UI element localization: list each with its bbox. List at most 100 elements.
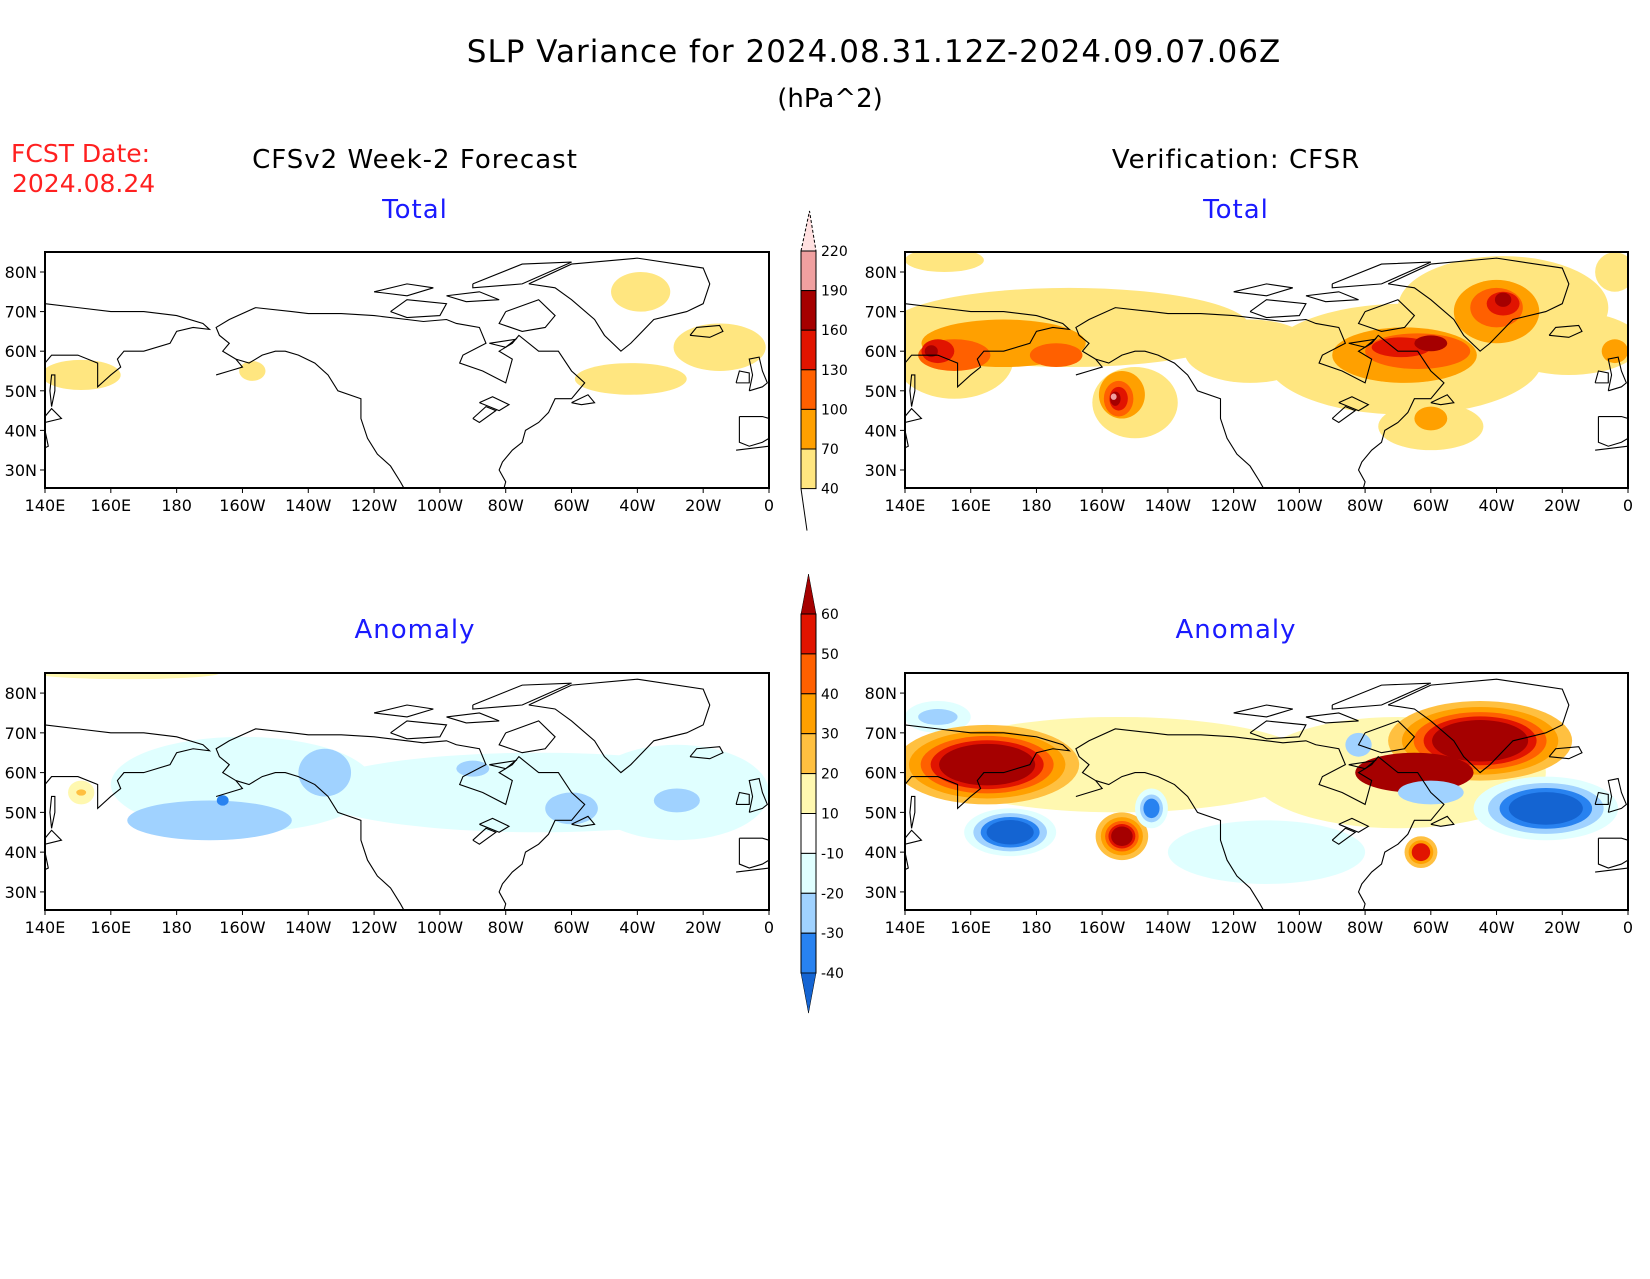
panel-label-forecast-total: Total	[381, 195, 448, 225]
coastline	[479, 817, 511, 833]
lon-tick-label: 140E	[885, 918, 926, 937]
map-verification-anomaly: 80N 70N 60N 50N 40N 30N 140E 160E 180 160W 140W 120…	[865, 672, 1633, 937]
colorbar-label: 130	[821, 363, 848, 379]
coastline	[489, 338, 518, 348]
coastline	[1075, 728, 1445, 910]
coastline	[390, 299, 448, 319]
coastline	[45, 852, 49, 871]
shaded-contour	[1167, 820, 1366, 884]
lat-tick-label: 60N	[865, 764, 897, 783]
lat-tick-label: 70N	[5, 303, 37, 322]
lon-tick-label: 40W	[1478, 496, 1514, 515]
coastline	[215, 358, 244, 376]
colorbar-label: 40	[821, 687, 839, 703]
coastline	[49, 795, 56, 829]
colorbar-label: 70	[821, 442, 839, 458]
coastline	[45, 829, 63, 845]
coastline	[472, 261, 572, 289]
colorbar-label: -40	[821, 966, 844, 982]
colorbar-label: -10	[821, 846, 844, 862]
lat-tick-label: 30N	[5, 461, 37, 480]
lat-tick-label: 80N	[865, 263, 897, 282]
colorbar-segment	[800, 733, 817, 775]
coastline	[739, 837, 769, 841]
verification-heading: Verification: CFSR	[1112, 145, 1360, 175]
lat-tick-label: 80N	[865, 684, 897, 703]
lat-tick-label: 70N	[865, 303, 897, 322]
lon-tick-label: 160W	[1079, 918, 1126, 937]
coastline	[1357, 720, 1416, 754]
shaded-contour	[1414, 406, 1448, 431]
lon-tick-label: 40W	[619, 496, 655, 515]
map-frame	[904, 672, 1629, 911]
shaded-contour	[1411, 843, 1431, 862]
coastline	[373, 704, 434, 718]
lat-tick-label: 80N	[5, 684, 37, 703]
coastline	[49, 374, 56, 407]
colorbar-label: -30	[821, 926, 844, 942]
coastline	[905, 303, 1071, 389]
coastline	[905, 724, 1071, 810]
lon-tick-label: 160E	[90, 496, 131, 515]
colorbar-label: -20	[821, 886, 844, 902]
shaded-contour	[653, 788, 700, 813]
panel-label-verification-total: Total	[1202, 195, 1269, 225]
coastline	[489, 759, 518, 770]
shaded-contour	[918, 708, 958, 725]
coastline	[1598, 415, 1628, 420]
coastline	[235, 772, 405, 910]
coastline	[472, 682, 572, 710]
coastline	[905, 407, 923, 424]
shaded-contour	[1494, 292, 1512, 307]
coastline	[1075, 780, 1104, 797]
coastline	[446, 291, 500, 303]
coastline	[1597, 416, 1628, 447]
colorbar-label: 60	[821, 607, 839, 623]
lon-tick-label: 140W	[285, 918, 332, 937]
shaded-contour	[1143, 798, 1160, 819]
colorbar-triangle-top	[801, 211, 816, 251]
lon-tick-label: 20W	[685, 918, 721, 937]
shaded-contour	[673, 323, 766, 371]
figure-title: SLP Variance for 2024.08.31.12Z-2024.09.…	[467, 34, 1281, 70]
coastline	[905, 430, 909, 449]
lon-tick-label: 20W	[1544, 496, 1580, 515]
shaded-contour	[1111, 826, 1133, 847]
lon-tick-label: 80W	[1347, 918, 1383, 937]
coastline	[215, 307, 586, 488]
panel-label-forecast-anomaly: Anomaly	[354, 615, 475, 645]
lon-tick-label: 60W	[1413, 496, 1449, 515]
shaded-contour	[45, 673, 220, 680]
coastline	[479, 396, 511, 412]
lon-tick-label: 40W	[619, 918, 655, 937]
coastline	[1607, 777, 1628, 813]
colorbar-label: 160	[821, 323, 848, 339]
lon-tick-label: 140W	[1145, 918, 1192, 937]
anomaly-colorbar: 60 50 40 30 20 10 -10 -20 -30 -40	[800, 573, 844, 1014]
fcst-date-label: FCST Date:	[11, 139, 150, 168]
coastline	[909, 795, 916, 829]
coastline	[472, 827, 497, 845]
colorbar-segment	[800, 932, 817, 974]
lon-tick-label: 180	[161, 918, 192, 937]
lat-tick-label: 50N	[5, 382, 37, 401]
shaded-contour	[924, 345, 938, 358]
lon-tick-label: 140E	[885, 496, 926, 515]
lon-tick-label: 120W	[1210, 918, 1257, 937]
map-frame	[44, 672, 770, 911]
lat-tick-label: 50N	[865, 382, 897, 401]
map-forecast-total: 80N 70N 60N 50N 40N 30N 140E 160E 180 160W 140W 120…	[5, 251, 774, 515]
lon-tick-label: 180	[1021, 496, 1052, 515]
coastline	[1331, 261, 1432, 289]
coastline	[1075, 358, 1104, 376]
lon-tick-label: 60W	[1413, 918, 1449, 937]
shaded-contour	[1595, 252, 1628, 292]
shaded-contour	[939, 743, 1036, 786]
coastline	[1548, 746, 1583, 760]
lat-tick-label: 40N	[5, 421, 37, 440]
coastline	[1387, 257, 1570, 352]
colorbar-segment	[800, 329, 817, 371]
lat-tick-label: 30N	[865, 461, 897, 480]
coastline	[1305, 712, 1359, 724]
